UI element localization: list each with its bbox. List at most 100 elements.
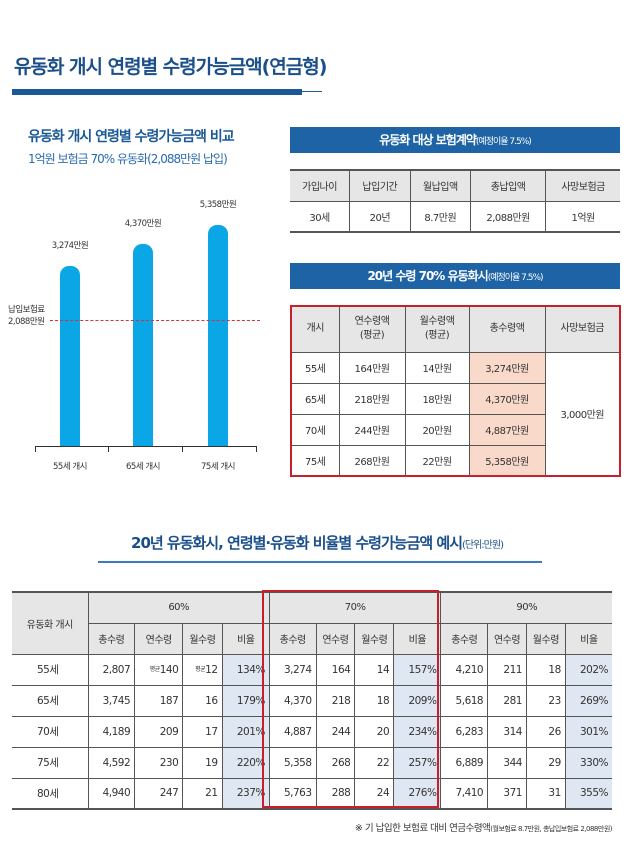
- cell-value: 4,189: [102, 725, 131, 738]
- cell-value: 31: [548, 787, 561, 800]
- subcol-header: 연수령: [315, 622, 356, 655]
- value-cell: 3,274: [268, 653, 317, 686]
- cell-value: 6,283: [455, 725, 484, 738]
- cell-value: 4,370: [283, 694, 312, 707]
- cell-value: 16: [205, 694, 218, 707]
- subcol-header: 비율: [564, 622, 612, 655]
- cell-value: 7,410: [455, 787, 484, 800]
- contract-col-header: 가입나이: [290, 169, 351, 202]
- bar-data-label: 3,274만원: [51, 241, 89, 251]
- cell-value: 218: [331, 694, 351, 707]
- col-start: 개시: [290, 305, 340, 353]
- contract-cell: 30세: [290, 200, 351, 233]
- value-cell: 4,592: [87, 746, 136, 779]
- cell-value: 355%: [579, 787, 609, 800]
- value-cell: 257%: [393, 746, 442, 779]
- contract-header-text: 유동화 대상 보험계약: [379, 133, 477, 147]
- x-tick-label: 55세 개시: [53, 462, 87, 472]
- group-70: 70%: [268, 591, 442, 624]
- col-annual-note: (평균): [359, 330, 385, 342]
- col-monthly: 월수령액 (평균): [404, 305, 470, 353]
- bar-2: [208, 225, 228, 446]
- age-cell: 65세: [12, 684, 89, 717]
- value-cell: 301%: [564, 715, 612, 748]
- cell-value: 220%: [236, 756, 266, 769]
- cell-value: 6,889: [455, 756, 484, 769]
- x-tick: [35, 446, 36, 452]
- scenario-cell: 22만원: [404, 444, 470, 477]
- cell-value: 70세: [36, 726, 59, 738]
- subcol-header: 월수령: [182, 622, 223, 655]
- scenario-header-note: (예정이율 7.5%): [487, 273, 544, 283]
- scenario-cell: 244만원: [338, 413, 406, 446]
- value-cell: 234%: [393, 715, 442, 748]
- contract-cell: 1억원: [545, 200, 620, 233]
- value-cell: 23: [525, 684, 566, 717]
- cell-value: 4,592: [102, 756, 131, 769]
- contract-col-header: 총납입액: [470, 169, 547, 202]
- scenario-cell: 70세: [290, 413, 340, 446]
- cell-value: 281: [503, 694, 522, 707]
- cell-value: 22: [376, 756, 390, 769]
- subcol-header: 연수령: [134, 622, 184, 655]
- group-60: 60%: [87, 591, 270, 624]
- x-tick: [256, 446, 257, 452]
- cell-value: 344: [503, 756, 522, 769]
- scenario-cell: 5,358만원: [468, 444, 546, 477]
- value-cell: 3,745: [87, 684, 136, 717]
- subcol-header: 비율: [393, 622, 442, 655]
- bar-data-label: 5,358만원: [199, 200, 237, 210]
- scenario-row: 75세 268만원 22만원 5,358만원: [290, 444, 620, 477]
- scenario-cell: 4,370만원: [468, 382, 546, 415]
- value-cell: 4,940: [87, 777, 136, 810]
- bar-chart: 3,274만원 55세 개시 4,370만원 65세 개시 5,358만원 75세 개시 납…: [0, 0, 290, 480]
- footnote-text: ※ 기 납입한 보험료 대비 연금수령액: [354, 823, 491, 834]
- average-mark: 평균: [195, 665, 206, 673]
- contract-col-header: 월납입액: [409, 169, 472, 202]
- average-mark: 평균: [149, 665, 161, 673]
- table-row: 70세 4,189 209 17 201% 4,887 244 20 234% 6,283 314 2…: [12, 715, 612, 748]
- value-cell: 7,410: [440, 777, 489, 810]
- contract-header: 유동화 대상 보험계약(예정이율 7.5%): [290, 127, 620, 153]
- cell-value: 288: [331, 787, 351, 800]
- age-cell: 55세: [12, 653, 89, 686]
- table-row: 65세 3,745 187 16 179% 4,370 218 18 209% 5,618 281 2…: [12, 684, 612, 717]
- x-tick: [182, 446, 183, 452]
- value-cell: 179%: [221, 684, 270, 717]
- subcol-header: 총수령: [440, 622, 489, 655]
- cell-value: 330%: [579, 756, 609, 769]
- scenario-header-text: 20년 수령 70% 유동화시: [367, 269, 488, 283]
- section-title-text: 20년 유동화시, 연령별·유동화 비율별 수령가능금액 예시: [131, 534, 463, 552]
- cell-value: 230: [159, 756, 179, 769]
- cell-value: 269%: [579, 694, 609, 707]
- cell-value: 4,940: [102, 787, 131, 800]
- section-underline: [98, 561, 542, 563]
- col-monthly-note: (평균): [424, 330, 450, 342]
- value-cell: 6,283: [440, 715, 489, 748]
- value-cell: 16: [182, 684, 223, 717]
- scenario-cell: 65세: [290, 382, 340, 415]
- reference-label: 납입보험료: [8, 305, 45, 315]
- cell-value: 29: [548, 756, 561, 769]
- cell-value: 20: [376, 725, 390, 738]
- value-cell: 20: [354, 715, 395, 748]
- scenario-table: 개시 연수령액 (평균) 월수령액 (평균) 총수령액 사망보험금 55세 164만원…: [290, 305, 621, 477]
- value-cell: 330%: [564, 746, 612, 779]
- value-cell: 5,618: [440, 684, 489, 717]
- value-cell: 5,358: [268, 746, 317, 779]
- table-row: 75세 4,592 230 19 220% 5,358 268 22 257% 6,889 344 2…: [12, 746, 612, 779]
- cell-value: 80세: [36, 787, 59, 800]
- value-cell: 218: [315, 684, 356, 717]
- row-header: 유동화 개시: [12, 591, 89, 655]
- table-row: 80세 4,940 247 21 237% 5,763 288 24 276% 7,410 371 3…: [12, 777, 612, 810]
- cell-value: 3,274: [283, 663, 312, 676]
- cell-value: 18: [376, 694, 390, 707]
- col-total: 총수령액: [468, 305, 546, 353]
- col-death: 사망보험금: [544, 305, 621, 353]
- value-cell: 18: [354, 684, 395, 717]
- age-cell: 80세: [12, 777, 89, 810]
- scenario-cell: 14만원: [404, 351, 470, 384]
- value-cell: 202%: [564, 653, 612, 686]
- cell-value: 371: [503, 787, 522, 800]
- cell-value: 187: [159, 694, 179, 707]
